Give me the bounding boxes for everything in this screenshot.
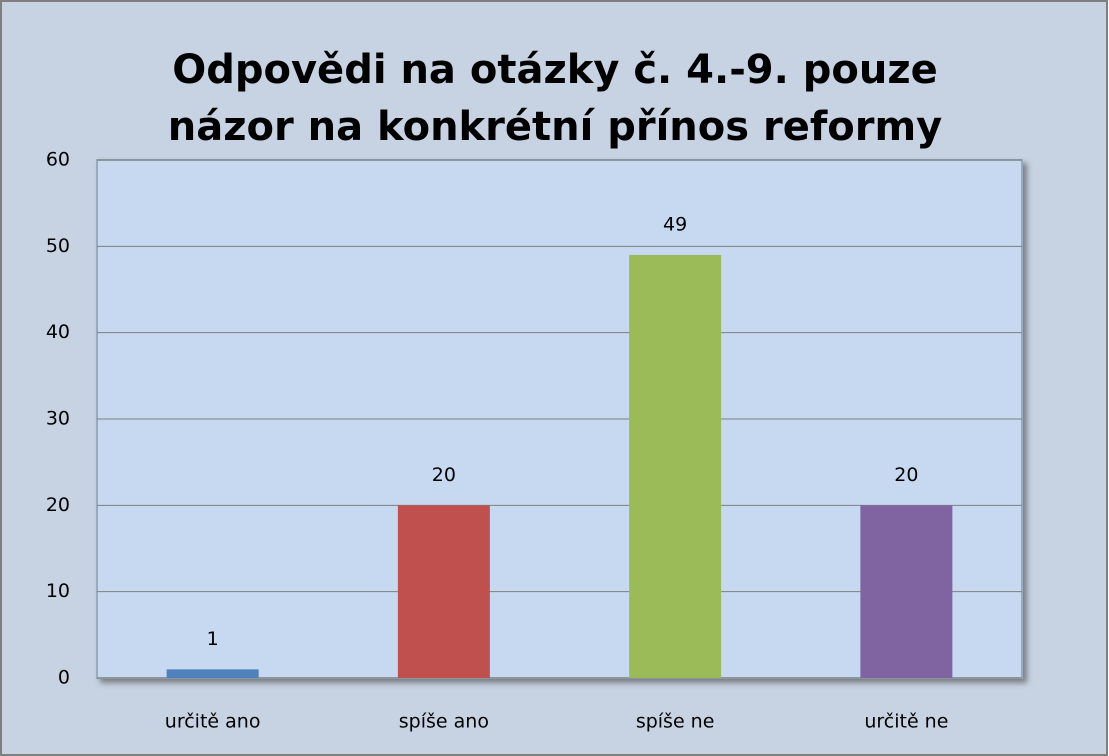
y-tick-label: 30: [46, 408, 70, 430]
data-label: 20: [894, 464, 918, 486]
x-tick-label: určitě ne: [864, 711, 948, 733]
x-tick-label: spíše ne: [636, 711, 715, 733]
chart-title: Odpovědi na otázky č. 4.-9. pouze: [172, 47, 938, 93]
bar: [860, 505, 953, 678]
y-tick-label: 20: [46, 494, 70, 516]
data-label: 49: [663, 213, 687, 235]
y-tick-label: 50: [46, 235, 70, 257]
y-tick-label: 10: [46, 580, 70, 602]
y-tick-label: 60: [46, 149, 70, 171]
data-label: 1: [207, 628, 219, 650]
x-tick-label: určitě ano: [165, 711, 261, 733]
x-tick-label: spíše ano: [399, 711, 489, 733]
data-label: 20: [432, 464, 456, 486]
y-tick-label: 40: [46, 321, 70, 343]
bar: [397, 505, 490, 678]
bar: [166, 669, 259, 678]
bar: [629, 254, 722, 678]
y-tick-label: 0: [58, 667, 70, 689]
chart-title: názor na konkrétní přínos reformy: [168, 104, 942, 150]
